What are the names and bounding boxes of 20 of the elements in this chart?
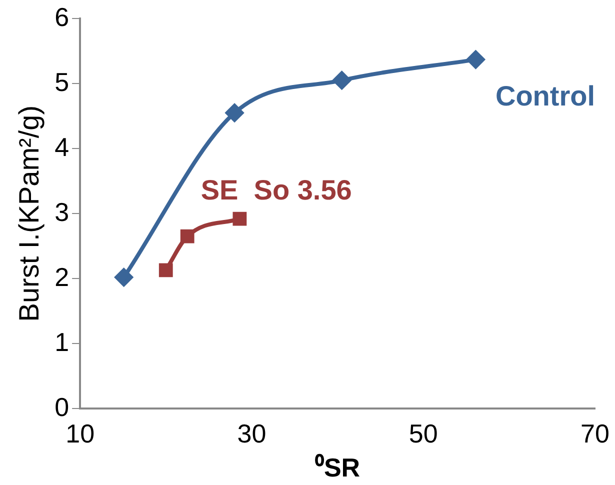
point bbox=[232, 212, 247, 226]
point bbox=[226, 104, 244, 122]
point bbox=[466, 50, 485, 69]
series-label: Control bbox=[495, 80, 595, 112]
y-tick-label: 4 bbox=[54, 132, 70, 162]
point bbox=[332, 71, 351, 90]
x-axis-title: ⁰SR bbox=[314, 452, 360, 483]
point bbox=[180, 229, 194, 244]
point bbox=[114, 268, 133, 286]
y-axis-title: Burst I.(KPam²/g) bbox=[14, 105, 45, 322]
x-tick-label: 50 bbox=[408, 418, 438, 448]
x-tick-label: 70 bbox=[580, 418, 610, 448]
x-tick-label: 30 bbox=[237, 418, 266, 448]
point bbox=[158, 263, 173, 278]
y-tick-label: 2 bbox=[54, 262, 70, 292]
y-tick-label: 6 bbox=[54, 2, 70, 32]
y-tick-label: 5 bbox=[54, 66, 70, 97]
series-label: SE So 3.56 bbox=[200, 174, 352, 206]
y-tick-label: 1 bbox=[54, 326, 70, 357]
y-tick-label: 3 bbox=[54, 196, 70, 227]
